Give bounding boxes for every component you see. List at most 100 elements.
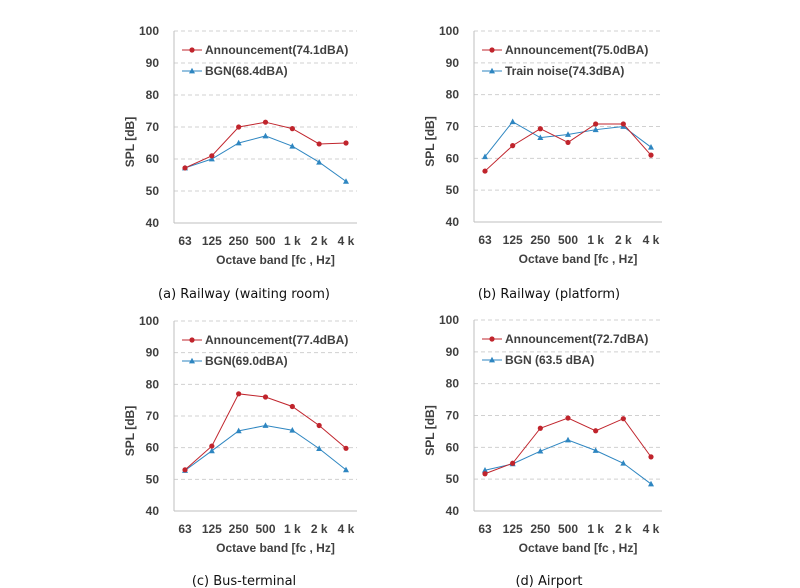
legend-label: BGN(68.4dBA) [205,64,288,78]
y-tick-label: 90 [446,56,460,70]
data-point [593,428,599,434]
legend-marker [489,47,495,53]
x-tick-label: 4 k [338,234,355,248]
x-tick-label: 4 k [643,522,660,536]
y-axis-label: SPL [dB] [423,405,437,455]
data-point [289,427,296,433]
y-tick-label: 100 [439,313,459,327]
legend-marker [489,67,495,74]
data-point [592,126,599,133]
panel-caption: (a) Railway (waiting room) [158,287,330,302]
data-point [262,132,269,139]
data-point [648,480,654,487]
data-point [262,422,269,428]
x-axis-label: Octave band [fc , Hz] [519,541,638,555]
y-axis-label: SPL [dB] [123,117,137,167]
y-tick-label: 40 [146,216,160,230]
y-tick-label: 60 [446,440,460,454]
x-tick-label: 125 [503,233,523,247]
x-tick-label: 1 k [284,522,301,536]
data-point [565,436,571,443]
x-tick-label: 125 [503,522,523,536]
x-tick-label: 250 [530,233,550,247]
x-tick-label: 125 [202,522,222,536]
x-axis-label: Octave band [fc , Hz] [216,253,335,267]
data-point [648,143,654,150]
data-point [208,155,215,162]
chart-panel-3: 40 50 60 70 80 90 100 63 125 250 500 1 k 2 k 4 k Octav… [423,313,662,588]
x-tick-label: 63 [178,522,192,536]
data-point [343,140,349,146]
chart-panel-2: 40 50 60 70 80 90 100 63 125 250 500 1 k 2 k 4 kOctav… [123,314,357,588]
data-point [482,467,488,473]
data-point [316,159,323,165]
legend-marker [189,337,195,343]
data-point [565,139,571,146]
data-point [482,471,488,477]
data-point [316,422,322,429]
x-tick-label: 4 k [643,233,660,247]
y-tick-label: 70 [146,120,160,134]
data-point [343,466,349,473]
data-point [316,445,323,452]
data-point [182,165,188,171]
panel-caption: (d) Airport [515,574,582,588]
data-point [289,126,295,132]
legend-label: Announcement(77.4dBA) [205,333,348,347]
y-tick-label: 40 [446,215,460,229]
y-tick-label: 100 [139,314,159,328]
x-tick-label: 500 [558,233,578,247]
legend-marker [189,67,195,74]
legend-marker [489,336,495,342]
y-tick-label: 60 [146,152,160,166]
x-tick-label: 2 k [311,522,328,536]
panel-caption: (b) Railway (platform) [478,287,620,302]
x-tick-label: 500 [558,522,578,536]
data-point [482,168,488,174]
y-tick-label: 100 [139,24,159,38]
x-tick-label: 500 [255,522,275,536]
data-point [510,143,516,149]
data-point [182,467,188,473]
data-point [289,143,296,149]
series-line-0 [484,123,652,172]
data-point [565,131,571,137]
data-point [209,443,215,449]
data-point [648,454,654,460]
x-tick-label: 2 k [615,522,632,536]
data-point [509,118,516,125]
x-tick-label: 250 [229,234,249,248]
x-tick-label: 63 [478,233,492,247]
x-tick-label: 2 k [311,234,328,248]
legend-label: Train noise(74.3dBA) [505,64,624,78]
panel-caption: (c) Bus-terminal [192,574,296,588]
y-tick-label: 90 [446,345,460,359]
legend-label: Announcement(74.1dBA) [205,43,348,57]
y-tick-label: 50 [146,184,160,198]
y-tick-label: 40 [446,504,460,518]
y-tick-label: 100 [439,24,459,38]
y-tick-label: 40 [146,504,160,518]
series-line-1 [484,439,652,485]
y-tick-label: 80 [146,377,160,391]
data-point [482,153,488,160]
y-tick-label: 50 [146,472,160,486]
legend-marker [489,356,495,363]
data-point [620,121,626,127]
y-axis-label: SPL [dB] [123,406,137,456]
data-point [537,425,543,431]
legend-marker [189,357,195,364]
x-tick-label: 1 k [284,234,301,248]
y-axis-label: SPL [dB] [423,116,437,166]
y-tick-label: 60 [146,441,160,455]
series-line-0 [184,393,347,471]
data-point [262,394,269,400]
data-point [648,152,654,158]
data-point [620,416,626,422]
data-point [235,427,242,434]
data-point [208,447,215,454]
y-tick-label: 80 [446,88,460,102]
data-point [316,141,322,147]
x-axis-label: Octave band [fc , Hz] [519,252,638,266]
